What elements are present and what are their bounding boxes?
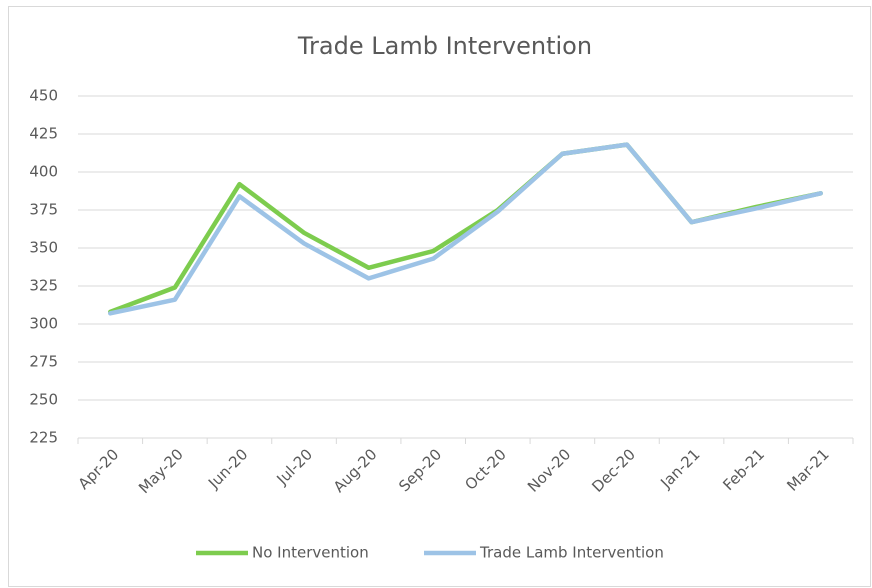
y-tick-label: 250 (29, 391, 58, 409)
y-tick-label: 450 (29, 87, 58, 105)
chart-border (8, 6, 871, 587)
y-tick-label: 425 (29, 125, 58, 143)
y-tick-label: 325 (29, 277, 58, 295)
legend-label: No Intervention (252, 544, 369, 562)
y-tick-label: 275 (29, 353, 58, 371)
y-tick-label: 375 (29, 201, 58, 219)
y-tick-label: 400 (29, 163, 58, 181)
y-tick-label: 225 (29, 429, 58, 447)
legend-label: Trade Lamb Intervention (479, 544, 664, 562)
chart-title: Trade Lamb Intervention (297, 32, 592, 60)
y-tick-label: 350 (29, 239, 58, 257)
series-line (108, 142, 823, 316)
y-tick-label: 300 (29, 315, 58, 333)
